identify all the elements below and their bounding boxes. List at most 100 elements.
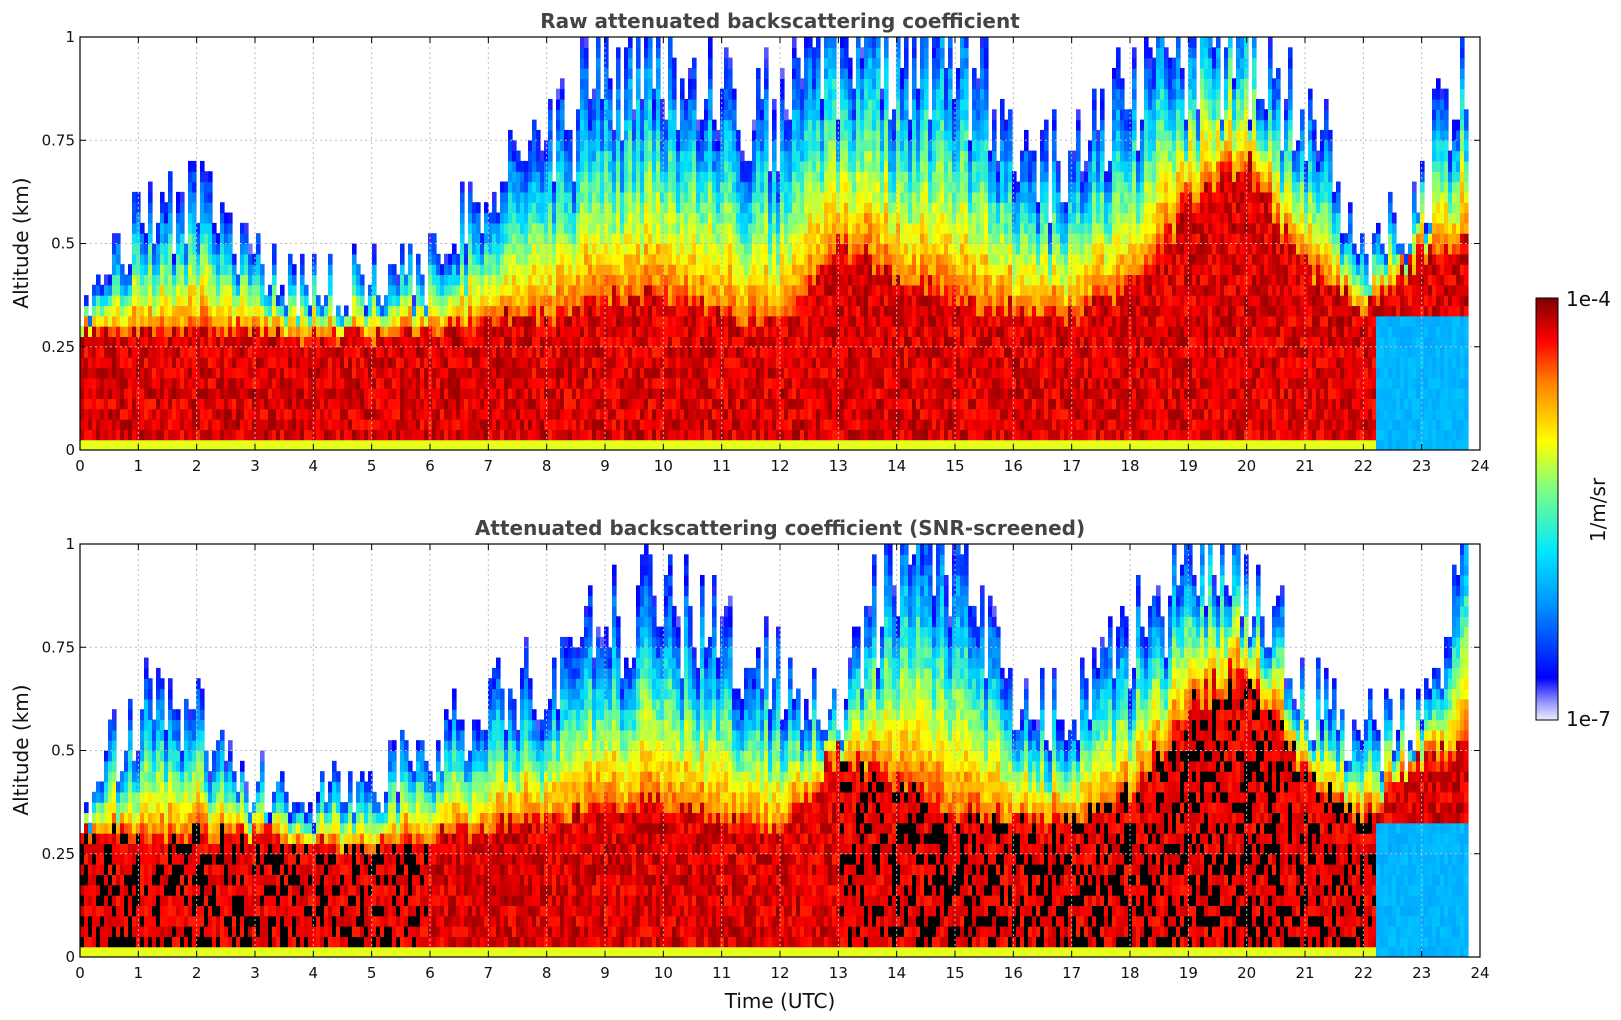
- heatmap-cell: [636, 326, 641, 338]
- heatmap-cell: [336, 419, 341, 430]
- heatmap-cell: [772, 315, 777, 327]
- heatmap-cell: [576, 274, 581, 286]
- heatmap-cell: [440, 284, 445, 296]
- heatmap-cell: [192, 233, 197, 245]
- heatmap-cell: [84, 377, 89, 389]
- heatmap-cell: [552, 346, 557, 358]
- heatmap-cell: [700, 202, 705, 214]
- heatmap-cell: [276, 295, 281, 307]
- heatmap-cell: [756, 336, 761, 348]
- heatmap-cell: [568, 140, 573, 152]
- heatmap-cell: [120, 419, 125, 430]
- heatmap-cell: [328, 295, 333, 307]
- heatmap-cell: [400, 398, 405, 410]
- heatmap-cell: [468, 377, 473, 389]
- heatmap-cell: [172, 346, 177, 358]
- heatmap-cell: [528, 295, 533, 307]
- heatmap-cell: [556, 315, 561, 327]
- heatmap-cell: [392, 284, 397, 296]
- heatmap-cell: [512, 171, 517, 183]
- heatmap-cell: [796, 202, 801, 214]
- heatmap-cell: [176, 212, 181, 224]
- heatmap-cell: [156, 429, 161, 441]
- heatmap-cell: [652, 253, 657, 265]
- heatmap-cell: [532, 284, 537, 296]
- heatmap-cell: [700, 336, 705, 348]
- heatmap-cell: [724, 150, 729, 162]
- heatmap-cell: [532, 429, 537, 441]
- heatmap-cell: [200, 429, 205, 441]
- heatmap-cell: [204, 171, 209, 183]
- heatmap-cell: [588, 346, 593, 358]
- heatmap-cell: [176, 315, 181, 327]
- heatmap-cell: [124, 336, 129, 348]
- heatmap-cell: [116, 398, 121, 410]
- heatmap-cell: [788, 326, 793, 338]
- heatmap-cell: [508, 212, 513, 224]
- heatmap-cell: [816, 202, 821, 214]
- heatmap-cell: [776, 315, 781, 327]
- heatmap-cell: [344, 429, 349, 441]
- heatmap-cell: [484, 243, 489, 255]
- heatmap-cell: [508, 336, 513, 348]
- heatmap-cell: [160, 419, 165, 430]
- heatmap-cell: [748, 326, 753, 338]
- heatmap-cell: [664, 439, 669, 450]
- heatmap-cell: [800, 88, 805, 100]
- heatmap-cell: [180, 367, 185, 379]
- heatmap-cell: [596, 212, 601, 224]
- heatmap-cell: [668, 202, 673, 214]
- heatmap-cell: [756, 160, 761, 172]
- heatmap-cell: [836, 150, 841, 162]
- heatmap-cell: [740, 150, 745, 162]
- heatmap-cell: [340, 357, 345, 368]
- heatmap-cell: [204, 243, 209, 255]
- heatmap-cell: [764, 357, 769, 368]
- heatmap-cell: [276, 419, 281, 430]
- heatmap-cell: [588, 119, 593, 131]
- heatmap-cell: [816, 419, 821, 430]
- heatmap-cell: [464, 243, 469, 255]
- heatmap-cell: [840, 346, 845, 358]
- heatmap-cell: [208, 191, 213, 203]
- heatmap-cell: [816, 160, 821, 172]
- heatmap-cell: [792, 388, 797, 399]
- heatmap-cell: [208, 181, 213, 193]
- heatmap-cell: [716, 129, 721, 141]
- heatmap-cell: [804, 109, 809, 121]
- heatmap-cell: [388, 264, 393, 276]
- heatmap-cell: [156, 264, 161, 276]
- heatmap-cell: [316, 429, 321, 441]
- heatmap-cell: [432, 274, 437, 286]
- heatmap-cell: [804, 98, 809, 110]
- heatmap-cell: [560, 129, 565, 141]
- heatmap-cell: [340, 326, 345, 338]
- heatmap-cell: [668, 357, 673, 368]
- heatmap-cell: [492, 305, 497, 317]
- heatmap-cell: [600, 388, 605, 399]
- heatmap-cell: [184, 253, 189, 265]
- heatmap-cell: [280, 346, 285, 358]
- heatmap-cell: [96, 346, 101, 358]
- heatmap-cell: [492, 439, 497, 450]
- heatmap-cell: [112, 408, 117, 420]
- heatmap-cell: [468, 264, 473, 276]
- heatmap-cell: [372, 408, 377, 420]
- heatmap-cell: [564, 429, 569, 441]
- heatmap-cell: [244, 295, 249, 307]
- heatmap-cell: [112, 253, 117, 265]
- heatmap-cell: [760, 408, 765, 420]
- heatmap-cell: [652, 222, 657, 234]
- heatmap-cell: [500, 357, 505, 368]
- heatmap-cell: [744, 191, 749, 203]
- heatmap-cell: [164, 326, 169, 338]
- heatmap-cell: [476, 305, 481, 317]
- heatmap-cell: [800, 119, 805, 131]
- heatmap-cell: [792, 57, 797, 69]
- heatmap-cell: [552, 253, 557, 265]
- heatmap-cell: [296, 439, 301, 450]
- heatmap-cell: [824, 47, 829, 59]
- heatmap-cell: [632, 160, 637, 172]
- heatmap-cell: [404, 295, 409, 307]
- heatmap-cell: [788, 305, 793, 317]
